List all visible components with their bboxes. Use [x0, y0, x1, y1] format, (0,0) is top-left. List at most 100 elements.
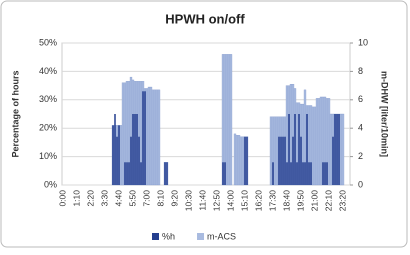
- bar: [290, 162, 292, 185]
- y-axis-title: Percentage of hours: [10, 70, 20, 157]
- bar: [313, 106, 317, 186]
- x-tick-label: 11:40: [197, 190, 207, 211]
- x-tick-label: 0:00: [57, 190, 67, 207]
- y-tick-label: 20%: [39, 123, 57, 133]
- bar: [145, 88, 149, 186]
- bar: [128, 162, 130, 185]
- x-tick-label: 12:50: [211, 190, 221, 212]
- x-tick-label: 9:20: [169, 190, 179, 207]
- x-tick-label: 22:10: [323, 190, 333, 212]
- bar: [118, 125, 120, 185]
- bar: [151, 89, 155, 186]
- bar: [134, 114, 136, 185]
- bar: [306, 114, 308, 185]
- bar: [114, 114, 116, 185]
- bar: [326, 162, 328, 185]
- bar: [273, 116, 277, 186]
- bar: [157, 89, 161, 186]
- bar: [246, 136, 248, 185]
- bar: [233, 133, 237, 186]
- bar: [239, 136, 243, 186]
- y2-tick-label: 4: [358, 123, 363, 133]
- y-tick-label: 10%: [39, 151, 57, 161]
- bar: [244, 136, 246, 185]
- bar: [138, 136, 140, 185]
- x-tick-label: 21:00: [309, 190, 319, 212]
- bar: [116, 136, 118, 185]
- legend-swatch: [197, 233, 205, 240]
- y-tick-label: 40%: [39, 66, 57, 76]
- bar: [334, 114, 336, 185]
- y2-tick-label: 6: [358, 94, 363, 104]
- bar: [140, 162, 142, 185]
- bar: [136, 114, 138, 185]
- x-tick-label: 1:10: [71, 190, 81, 207]
- bar: [286, 162, 288, 185]
- bar: [153, 89, 157, 186]
- y2-tick-label: 0: [358, 179, 363, 189]
- bar: [149, 86, 153, 186]
- x-tick-label: 15:10: [239, 190, 249, 212]
- bar: [300, 136, 302, 185]
- bar: [225, 54, 229, 186]
- bar: [288, 114, 290, 185]
- bar: [132, 114, 134, 185]
- bar: [275, 116, 279, 186]
- bar: [126, 162, 128, 185]
- bar: [315, 98, 319, 186]
- bar: [269, 116, 273, 186]
- bar: [166, 162, 168, 185]
- y2-tick-label: 8: [358, 66, 363, 76]
- x-tick-label: 17:30: [267, 190, 277, 212]
- bar: [227, 54, 231, 186]
- legend-swatch: [152, 233, 159, 240]
- bar: [294, 114, 296, 185]
- bar: [322, 162, 324, 185]
- bar: [338, 114, 340, 185]
- x-tick-label: 8:10: [155, 190, 165, 207]
- y-tick-label: 0%: [44, 179, 57, 189]
- y2-axis-title: m-DHW [liter/10min]: [380, 71, 390, 157]
- bar: [124, 162, 126, 185]
- bar: [235, 135, 239, 186]
- bar: [317, 98, 321, 186]
- bar: [339, 113, 343, 186]
- bar: [144, 91, 146, 185]
- bar: [292, 136, 294, 185]
- x-tick-label: 4:40: [113, 190, 123, 207]
- bar: [298, 114, 300, 185]
- bar: [147, 86, 151, 186]
- bar: [280, 136, 282, 185]
- bar: [332, 136, 334, 185]
- x-tick-label: 23:20: [337, 190, 347, 212]
- bar: [310, 162, 312, 185]
- bar: [241, 136, 245, 186]
- legend-label: m-ACS: [207, 231, 236, 241]
- bar: [142, 91, 144, 185]
- x-tick-label: 2:20: [85, 190, 95, 207]
- x-tick-label: 18:40: [281, 190, 291, 212]
- x-tick-label: 14:00: [225, 190, 235, 212]
- y-tick-label: 50%: [39, 37, 57, 47]
- x-tick-label: 3:30: [99, 190, 109, 207]
- bar: [119, 125, 123, 186]
- bar: [302, 162, 304, 185]
- bar: [222, 162, 224, 185]
- x-tick-label: 19:50: [295, 190, 305, 212]
- legend-label: %h: [162, 231, 175, 241]
- chart-title: HPWH on/off: [165, 11, 245, 26]
- bar: [272, 162, 274, 185]
- x-tick-label: 7:00: [141, 190, 151, 207]
- bar: [284, 136, 286, 185]
- bar: [329, 113, 333, 186]
- bar: [121, 82, 125, 186]
- bar: [341, 113, 345, 186]
- y2-tick-label: 10: [358, 37, 368, 47]
- bar: [130, 136, 132, 185]
- bar: [155, 89, 159, 186]
- bar: [324, 162, 326, 185]
- bar: [237, 135, 241, 186]
- bar: [336, 114, 338, 185]
- bar: [308, 162, 310, 185]
